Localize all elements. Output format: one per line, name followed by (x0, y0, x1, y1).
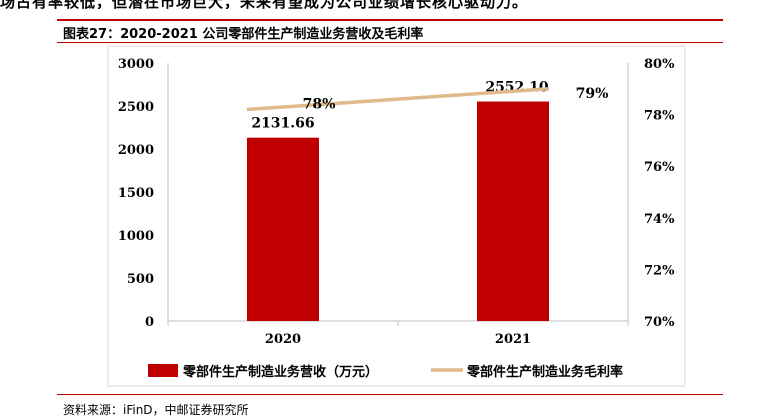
right-tick-label: 80% (644, 57, 675, 72)
right-tick-label: 70% (644, 315, 675, 330)
right-tick-label: 76% (644, 160, 675, 175)
title-divider (57, 42, 723, 43)
left-tick-label: 1000 (118, 229, 154, 244)
legend-swatch-revenue (148, 364, 178, 377)
left-tick-label: 2500 (118, 100, 154, 115)
left-tick-label: 500 (127, 272, 154, 287)
figure-title: 图表27：2020-2021 公司零部件生产制造业务营收及毛利率 (63, 27, 424, 42)
margin-data-label: 78% (303, 96, 336, 112)
bottom-divider (57, 394, 723, 395)
margin-line (246, 87, 550, 112)
right-tick-label: 74% (644, 212, 675, 227)
revenue-bar (477, 101, 549, 321)
top-divider (57, 19, 723, 21)
intro-text: 场占有率较低，但潜在市场巨大，未来有望成为公司业绩增长核心驱动力。 (0, 0, 529, 9)
right-tick-label: 78% (644, 109, 675, 124)
chart-frame (107, 45, 686, 387)
left-tick-label: 1500 (118, 186, 154, 201)
source-note: 资料来源：iFinD，中邮证券研究所 (63, 403, 249, 417)
x-tick-label: 2021 (495, 332, 531, 347)
left-tick-label: 2000 (118, 143, 154, 158)
x-tick-label: 2020 (265, 332, 301, 347)
revenue-data-label: 2131.66 (251, 116, 314, 132)
legend-label-revenue: 零部件生产制造业务营收（万元） (182, 364, 378, 380)
left-tick-label: 0 (145, 315, 154, 330)
legend-label-margin: 零部件生产制造业务毛利率 (466, 364, 623, 380)
margin-data-label: 79% (576, 86, 609, 102)
revenue-bar (247, 137, 319, 321)
right-tick-label: 72% (644, 263, 675, 278)
left-tick-label: 3000 (118, 57, 154, 72)
